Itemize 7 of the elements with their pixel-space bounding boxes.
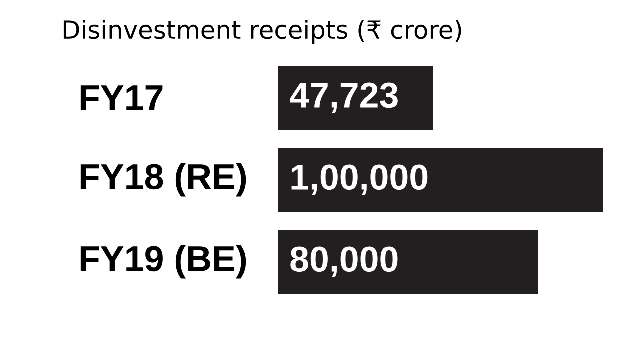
data-label: 47,723	[290, 82, 398, 114]
data-label: 1,00,000	[292, 164, 428, 196]
y-tick-label: FY18 (RE)	[80, 163, 246, 197]
y-tick-label: FY17	[80, 86, 163, 110]
y-tick-label: FY19 (BE)	[80, 245, 246, 279]
data-label: 80,000	[290, 246, 398, 278]
chart-title: Disinvestment receipts (₹ crore)	[64, 20, 462, 44]
